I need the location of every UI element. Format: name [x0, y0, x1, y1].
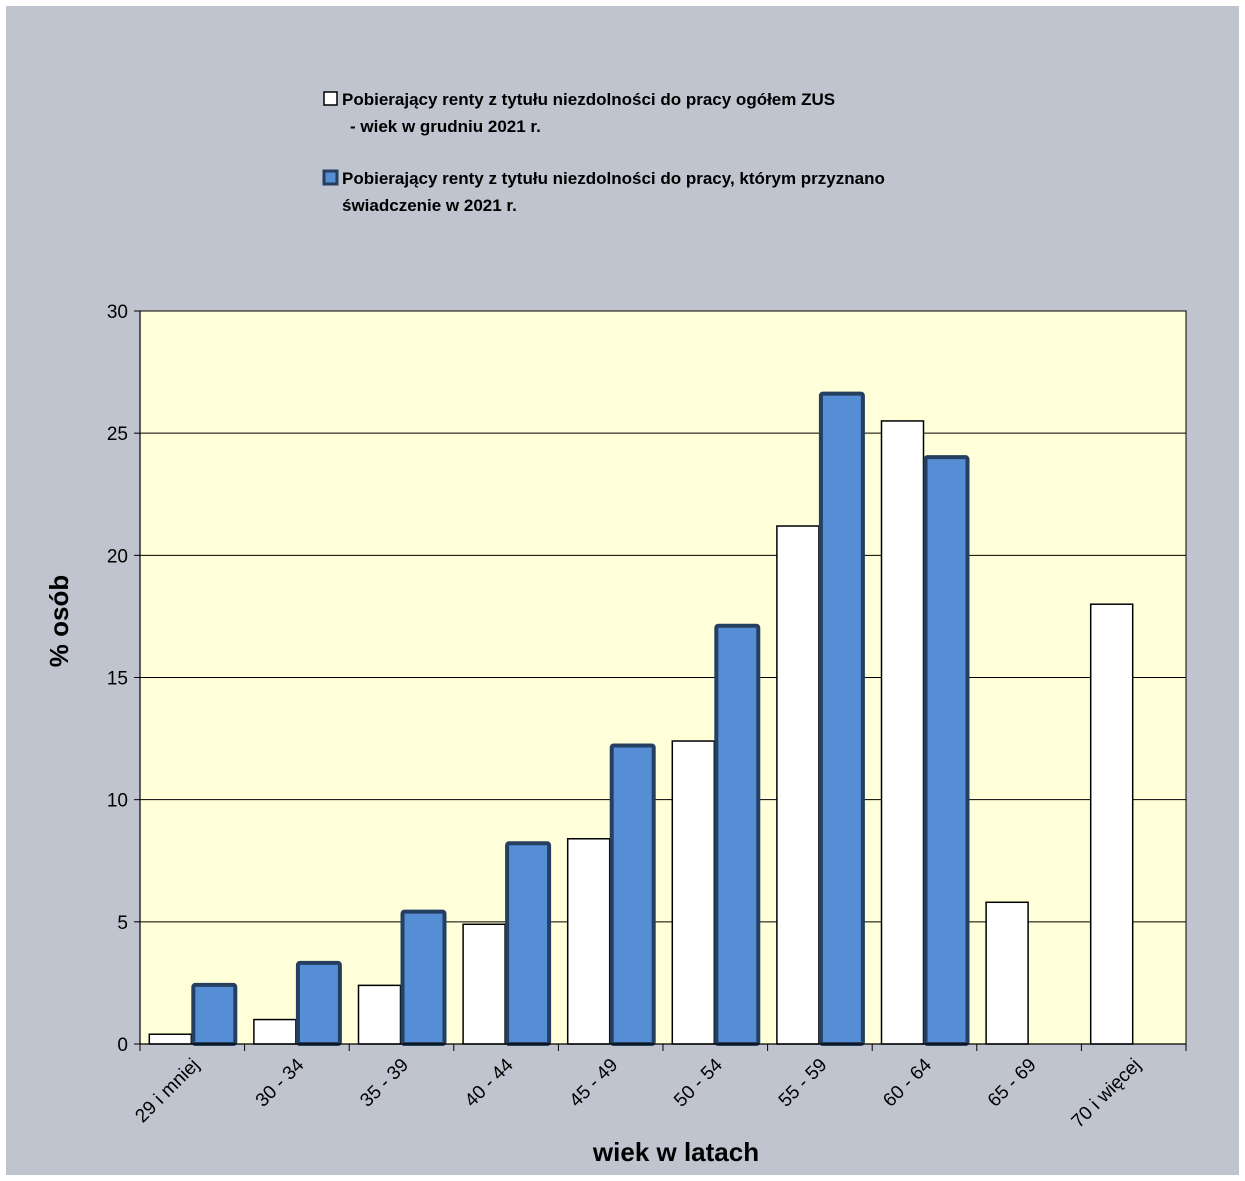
bar-granted-2021-1	[295, 960, 342, 1047]
y-tick-label: 15	[107, 669, 128, 690]
bar-total-5	[671, 740, 716, 1045]
y-tick-label: 0	[117, 1035, 128, 1056]
bar-total-8	[985, 901, 1029, 1045]
y-tick-labels: 0 5 10 15 20 25 30	[107, 302, 128, 1056]
y-tick-label: 5	[117, 913, 128, 934]
bar-total-7	[880, 420, 925, 1045]
x-tick-label: 55 - 59	[775, 1055, 832, 1112]
x-tick-label: 30 - 34	[252, 1054, 309, 1111]
bar-granted-2021-4	[609, 743, 656, 1046]
x-axis-title: wiek w latach	[592, 1137, 759, 1167]
axes	[134, 310, 1187, 1051]
x-tick-label: 45 - 49	[566, 1055, 623, 1112]
bar-total-3	[462, 923, 506, 1045]
x-tick-label: 50 - 54	[670, 1054, 727, 1111]
bar-total-1	[253, 1018, 297, 1045]
bar-total-2	[357, 984, 402, 1045]
x-tick-label: 65 - 69	[984, 1055, 1041, 1112]
legend-entry-text: Pobierający renty z tytułu niezdolności …	[342, 169, 885, 188]
y-tick-label: 10	[107, 791, 128, 812]
bar-granted-2021-2	[400, 909, 447, 1046]
bar-total-6	[776, 525, 820, 1045]
bar-granted-2021-0	[191, 982, 238, 1047]
bars	[148, 391, 1134, 1047]
bar-total-0	[148, 1033, 193, 1045]
legend-swatch-granted	[322, 169, 339, 186]
bar-total-4	[566, 838, 611, 1045]
legend-entry-text: Pobierający renty z tytułu niezdolności …	[342, 90, 835, 109]
y-tick-label: 20	[107, 546, 128, 567]
x-tick-label: 29 i mniej	[131, 1055, 203, 1127]
y-tick-label: 30	[107, 302, 128, 323]
legend-entry-text: - wiek w grudniu 2021 r.	[350, 117, 541, 136]
x-tick-label: 60 - 64	[879, 1054, 936, 1111]
legend-entry-text: świadczenie w 2021 r.	[342, 196, 517, 215]
bar-total-9	[1089, 603, 1134, 1045]
bar-granted-2021-3	[505, 841, 552, 1046]
chart-frame: Pobierający renty z tytułu niezdolności …	[6, 6, 1239, 1175]
y-axis-title: % osób	[44, 575, 74, 667]
legend: Pobierający renty z tytułu niezdolności …	[322, 90, 885, 215]
x-tick-label: 70 i więcej	[1068, 1055, 1146, 1133]
x-tick-label: 40 - 44	[461, 1054, 518, 1111]
x-tick-label: 35 - 39	[356, 1055, 413, 1112]
bar-granted-2021-5	[714, 623, 761, 1046]
bar-granted-2021-7	[923, 455, 970, 1046]
x-tick-labels: 29 i mniej 30 - 34 35 - 39 40 - 44 45 - 49 50…	[131, 1054, 1145, 1132]
bar-granted-2021-6	[818, 391, 865, 1046]
y-tick-label: 25	[107, 424, 128, 445]
legend-swatch-total	[323, 91, 338, 106]
bar-chart: Pobierający renty z tytułu niezdolności …	[44, 90, 1187, 1167]
